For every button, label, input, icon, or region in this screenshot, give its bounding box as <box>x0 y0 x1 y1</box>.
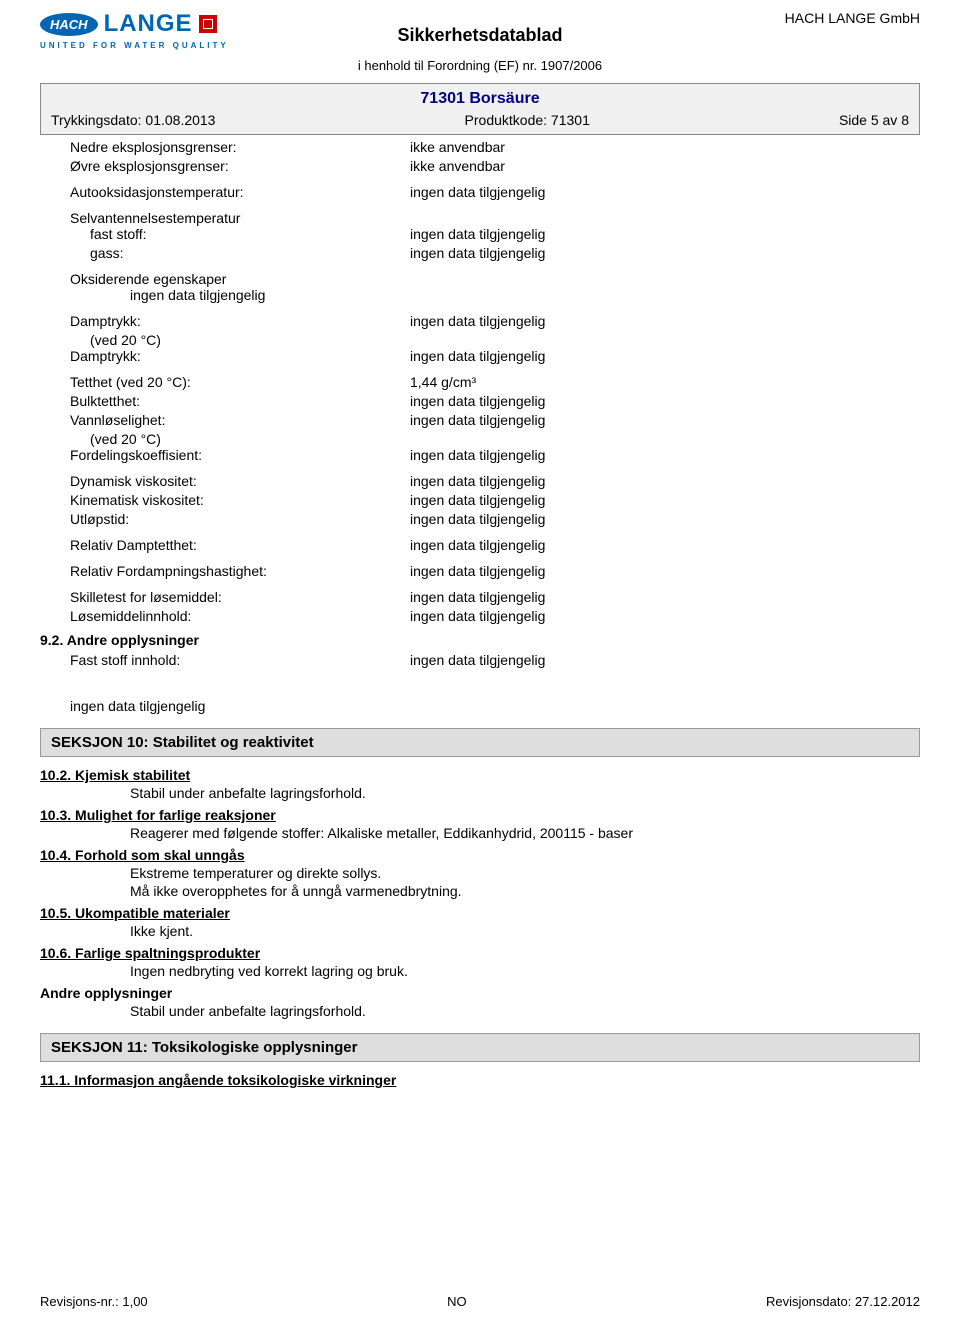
subsection-92: 9.2. Andre opplysninger <box>40 632 890 648</box>
section-item-text: Reagerer med følgende stoffer: Alkaliske… <box>70 825 890 841</box>
document-subtitle: i henhold til Forordning (EF) nr. 1907/2… <box>40 58 920 73</box>
prop-value: ingen data tilgjengelig <box>410 589 890 605</box>
logo: HACH LANGE UNITED FOR WATER QUALITY <box>40 10 229 50</box>
prop-sub: (ved 20 °C) <box>70 431 890 447</box>
prop-value: ingen data tilgjengelig <box>410 608 890 624</box>
prop-label: gass: <box>90 245 410 261</box>
prop-value: ingen data tilgjengelig <box>410 412 890 428</box>
prop-label: Løsemiddelinnhold: <box>70 608 410 624</box>
selfignition-header: Selvantennelsestemperatur <box>70 210 890 226</box>
prop-label: Bulktetthet: <box>70 393 410 409</box>
nodata-standalone: ingen data tilgjengelig <box>70 698 890 714</box>
prop-label: Damptrykk: <box>70 313 410 329</box>
section-11-header: SEKSJON 11: Toksikologiske opplysninger <box>40 1033 920 1062</box>
section-10-header: SEKSJON 10: Stabilitet og reaktivitet <box>40 728 920 757</box>
revision-date: Revisjonsdato: 27.12.2012 <box>766 1294 920 1309</box>
prop-value: ikke anvendbar <box>410 139 890 155</box>
logo-tagline: UNITED FOR WATER QUALITY <box>40 41 229 50</box>
prop-value: ingen data tilgjengelig <box>410 184 890 200</box>
section-11-item: 11.1. Informasjon angående toksikologisk… <box>40 1072 890 1088</box>
section-item-title: Andre opplysninger <box>40 985 890 1001</box>
prop-label: Autooksidasjonstemperatur: <box>70 184 410 200</box>
lange-logo: LANGE <box>104 10 193 38</box>
product-code: Produktkode: 71301 <box>465 112 590 128</box>
prop-label: Utløpstid: <box>70 511 410 527</box>
prop-label: Fordelingskoeffisient: <box>70 447 410 463</box>
prop-label: Relativ Damptetthet: <box>70 537 410 553</box>
prop-label: Øvre eksplosjonsgrenser: <box>70 158 410 174</box>
prop-label: Kinematisk viskositet: <box>70 492 410 508</box>
prop-value: ingen data tilgjengelig <box>410 226 890 242</box>
prop-sub: (ved 20 °C) <box>70 332 890 348</box>
meta-row: Trykkingsdato: 01.08.2013 Produktkode: 7… <box>51 112 909 128</box>
section-item-text: Ekstreme temperaturer og direkte sollys. <box>70 865 890 881</box>
oxidizing-value: ingen data tilgjengelig <box>70 287 890 303</box>
prop-label: Vannløselighet: <box>70 412 410 428</box>
prop-label: Dynamisk viskositet: <box>70 473 410 489</box>
content: Nedre eksplosjonsgrenser:ikke anvendbar … <box>40 139 920 1088</box>
section-item-text: Ikke kjent. <box>70 923 890 939</box>
prop-value: 1,44 g/cm³ <box>410 374 890 390</box>
hach-logo: HACH <box>40 13 98 36</box>
prop-value: ingen data tilgjengelig <box>410 511 890 527</box>
prop-value: ingen data tilgjengelig <box>410 563 890 579</box>
prop-label: fast stoff: <box>90 226 410 242</box>
prop-label: Tetthet (ved 20 °C): <box>70 374 410 390</box>
prop-label: Relativ Fordampningshastighet: <box>70 563 410 579</box>
page-footer: Revisjons-nr.: 1,00 NO Revisjonsdato: 27… <box>40 1294 920 1309</box>
section-item-text: Må ikke overopphetes for å unngå varmene… <box>70 883 890 899</box>
company-name: HACH LANGE GmbH <box>785 10 920 26</box>
print-date: Trykkingsdato: 01.08.2013 <box>51 112 215 128</box>
prop-value: ingen data tilgjengelig <box>410 245 890 261</box>
prop-value: ingen data tilgjengelig <box>410 492 890 508</box>
prop-value: ingen data tilgjengelig <box>410 447 890 463</box>
section-item-title: 10.3. Mulighet for farlige reaksjoner <box>40 807 890 823</box>
section-item-text: Stabil under anbefalte lagringsforhold. <box>70 785 890 801</box>
page-number: Side 5 av 8 <box>839 112 909 128</box>
section-item-title: 10.4. Forhold som skal unngås <box>40 847 890 863</box>
prop-value: ingen data tilgjengelig <box>410 313 890 329</box>
red-square-icon <box>199 15 217 33</box>
section-item-title: 10.2. Kjemisk stabilitet <box>40 767 890 783</box>
prop-value: ingen data tilgjengelig <box>410 393 890 409</box>
section-item-text: Stabil under anbefalte lagringsforhold. <box>70 1003 890 1019</box>
section-item-title: 10.6. Farlige spaltningsprodukter <box>40 945 890 961</box>
prop-label: Nedre eksplosjonsgrenser: <box>70 139 410 155</box>
section-item-text: Ingen nedbryting ved korrekt lagring og … <box>70 963 890 979</box>
oxidizing-header: Oksiderende egenskaper <box>70 271 890 287</box>
section-10-items: 10.2. Kjemisk stabilitetStabil under anb… <box>70 767 890 1019</box>
prop-value: ingen data tilgjengelig <box>410 537 890 553</box>
country-code: NO <box>447 1294 467 1309</box>
section-item-title: 10.5. Ukompatible materialer <box>40 905 890 921</box>
prop-label: Damptrykk: <box>70 348 410 364</box>
product-name: 71301 Borsäure <box>51 90 909 108</box>
product-banner: 71301 Borsäure Trykkingsdato: 01.08.2013… <box>40 83 920 135</box>
prop-value: ingen data tilgjengelig <box>410 652 890 668</box>
revision-number: Revisjons-nr.: 1,00 <box>40 1294 148 1309</box>
prop-label: Fast stoff innhold: <box>70 652 410 668</box>
prop-value: ingen data tilgjengelig <box>410 348 890 364</box>
prop-value: ingen data tilgjengelig <box>410 473 890 489</box>
prop-value: ikke anvendbar <box>410 158 890 174</box>
prop-label: Skilletest for løsemiddel: <box>70 589 410 605</box>
